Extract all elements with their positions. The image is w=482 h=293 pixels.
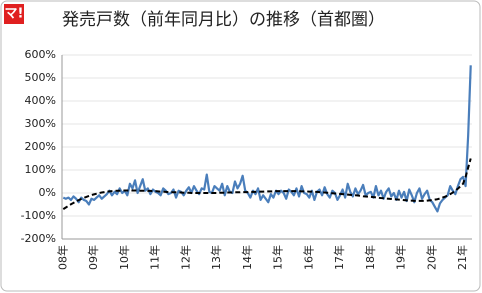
y-tick-label: 600% <box>25 48 56 61</box>
chart-title: 発売戸数（前年同月比）の推移（首都圏） <box>62 10 385 30</box>
x-tick-label: 09年 <box>86 245 100 270</box>
y-tick-label: 500% <box>25 71 56 84</box>
x-tick-label: 08年 <box>55 245 69 270</box>
x-tick-label: 18年 <box>363 245 377 270</box>
x-tick-label: 15年 <box>271 245 285 270</box>
y-tick-label: 0% <box>39 186 56 199</box>
y-tick-label: -200% <box>21 232 56 245</box>
x-tick-label: 12年 <box>178 245 192 270</box>
series-line <box>62 158 472 210</box>
y-tick-label: 100% <box>25 163 56 176</box>
y-tick-label: -100% <box>21 209 56 222</box>
logo-box <box>4 4 24 24</box>
series-line <box>62 65 472 213</box>
y-tick-label: 200% <box>25 140 56 153</box>
x-tick-label: 11年 <box>148 245 162 270</box>
y-tick-label: 300% <box>25 117 56 130</box>
y-tick-label: 400% <box>25 94 56 107</box>
x-tick-label: 14年 <box>240 245 254 270</box>
x-tick-label: 16年 <box>301 245 315 270</box>
x-tick-label: 17年 <box>332 245 346 270</box>
x-tick-label: 10年 <box>117 245 131 270</box>
x-tick-label: 21年 <box>455 245 469 270</box>
x-tick-label: 13年 <box>209 245 223 270</box>
x-tick-label: 20年 <box>424 245 438 270</box>
x-tick-label: 19年 <box>394 245 408 270</box>
logo: マ! <box>5 7 24 22</box>
